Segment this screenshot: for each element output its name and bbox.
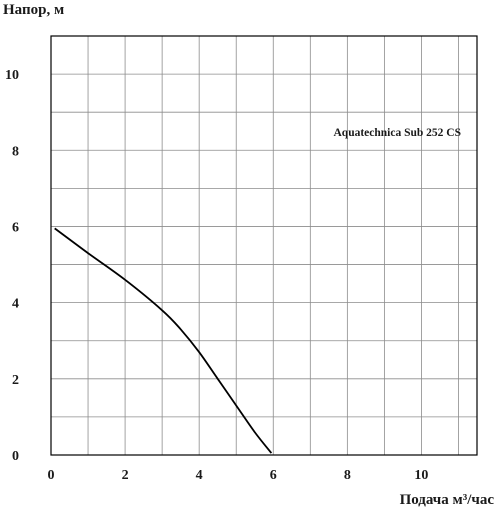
x-tick-labels: 0 2 4 6 8 10: [48, 468, 429, 483]
y-tick-labels: 0 2 4 6 8 10: [5, 68, 19, 464]
y-tick-label: 2: [12, 373, 19, 388]
y-tick-label: 8: [12, 144, 19, 159]
x-tick-label: 8: [344, 468, 351, 483]
plot-area: [51, 36, 477, 455]
x-axis-label: Подача м³/час: [400, 492, 495, 508]
series-layer: [54, 227, 273, 454]
series-label: Aquatechnica Sub 252 CS: [334, 127, 462, 139]
y-axis-label: Напор, м: [3, 2, 64, 18]
x-tick-label: 4: [196, 468, 203, 483]
y-tick-label: 6: [12, 220, 19, 235]
x-tick-label: 0: [48, 468, 55, 483]
plot-frame: [50, 35, 478, 456]
y-tick-label: 10: [5, 68, 19, 83]
x-tick-label: 6: [270, 468, 277, 483]
y-tick-label: 0: [12, 449, 19, 464]
y-tick-label: 4: [12, 297, 19, 312]
x-tick-label: 2: [122, 468, 129, 483]
x-tick-label: 10: [414, 468, 428, 483]
series-line: [54, 227, 273, 454]
